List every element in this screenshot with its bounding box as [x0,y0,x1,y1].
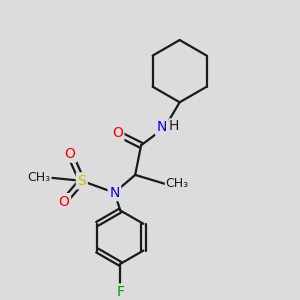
Text: O: O [58,195,70,208]
Text: N: N [109,186,120,200]
Text: S: S [77,174,86,188]
Text: CH₃: CH₃ [165,177,188,190]
Text: H: H [169,119,179,133]
Text: CH₃: CH₃ [28,171,51,184]
Text: F: F [116,285,124,299]
Text: O: O [64,147,75,161]
Text: O: O [112,126,123,140]
Text: N: N [157,121,167,134]
